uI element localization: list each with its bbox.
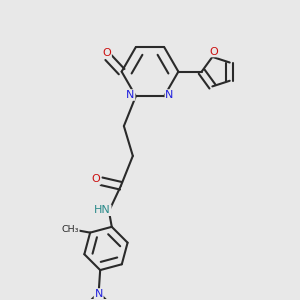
Text: N: N	[165, 90, 174, 100]
Text: O: O	[209, 46, 218, 56]
Text: CH₃: CH₃	[61, 225, 79, 234]
Text: O: O	[102, 47, 111, 58]
Text: N: N	[94, 289, 103, 299]
Text: HN: HN	[94, 205, 111, 215]
Text: O: O	[92, 174, 100, 184]
Text: N: N	[126, 90, 135, 100]
